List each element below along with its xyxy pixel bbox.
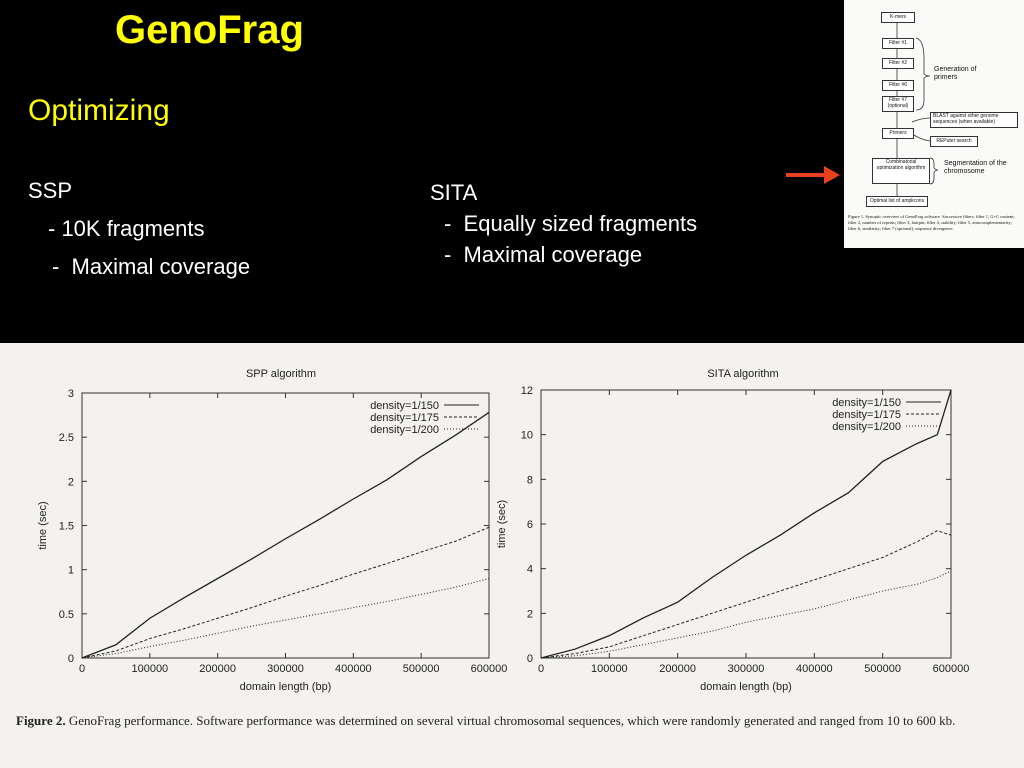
y-tick-label: 10 xyxy=(521,430,533,442)
y-tick-label: 3 xyxy=(68,388,74,400)
flow-arrow xyxy=(911,133,931,142)
x-tick-label: 400000 xyxy=(335,663,372,675)
x-axis-label: domain length (bp) xyxy=(700,681,792,693)
flowchart-figure: K-mers Filter #1 Filter #2 Filter #6 Fil… xyxy=(844,0,1024,248)
x-tick-label: 200000 xyxy=(199,663,236,675)
x-tick-label: 500000 xyxy=(403,663,440,675)
y-tick-label: 8 xyxy=(527,474,533,486)
flow-arrow xyxy=(911,117,931,123)
chart-title: SPP algorithm xyxy=(246,368,316,380)
ssp-item-2: - Maximal coverage xyxy=(52,254,251,279)
y-tick-label: 1 xyxy=(68,565,74,577)
segmentation-label: Segmentation of the chromosome xyxy=(944,160,1007,175)
result-box: Optimal list of amplicons xyxy=(866,196,928,207)
legend-label: density=1/200 xyxy=(832,421,901,433)
x-tick-label: 100000 xyxy=(131,663,168,675)
slide-subtitle: Optimizing xyxy=(28,94,170,127)
kmers-box: K-mers xyxy=(881,12,915,23)
x-tick-label: 300000 xyxy=(267,663,304,675)
legend-label: density=1/150 xyxy=(370,400,439,412)
series-line-1 xyxy=(540,389,952,659)
filter-box: Filter #2 xyxy=(882,58,914,69)
x-tick-label: 600000 xyxy=(933,663,970,675)
ssp-heading: SSP xyxy=(28,178,73,203)
figure2-caption: Figure 2. GenoFrag performance. Software… xyxy=(16,712,996,729)
sita-item-2: - Maximal coverage xyxy=(444,242,643,267)
sita-item-1: - Equally sized fragments xyxy=(444,211,698,236)
y-tick-label: 1.5 xyxy=(59,521,74,533)
y-axis-label: time (sec) xyxy=(496,500,508,548)
slide-title: GenoFrag xyxy=(115,8,304,52)
legend-label: density=1/200 xyxy=(370,424,439,436)
x-tick-label: 0 xyxy=(538,663,544,675)
series-line-2 xyxy=(540,530,952,659)
x-tick-label: 200000 xyxy=(659,663,696,675)
filter-box: Filter #7 (optional) xyxy=(882,96,914,112)
x-tick-label: 400000 xyxy=(796,663,833,675)
sita-heading: SITA xyxy=(430,180,478,205)
figure1-caption: Figure 1. Synoptic overview of GenoFrag … xyxy=(848,214,1015,231)
x-tick-label: 100000 xyxy=(591,663,628,675)
legend-label: density=1/150 xyxy=(832,397,901,409)
repeat-search-box: REPuter search xyxy=(930,136,978,147)
y-tick-label: 2.5 xyxy=(59,432,74,444)
y-tick-label: 6 xyxy=(527,519,533,531)
y-tick-label: 0.5 xyxy=(59,609,74,621)
filter-box: Filter #6 xyxy=(882,80,914,91)
series-line-2 xyxy=(81,526,490,659)
spp-chart: SPP algorithm 0 100000 200000 300000 400000 50… xyxy=(37,368,507,693)
legend-label: density=1/175 xyxy=(370,412,439,424)
chart-title: SITA algorithm xyxy=(707,368,778,380)
legend-label: density=1/175 xyxy=(832,409,901,421)
flowchart-connectors xyxy=(896,22,939,196)
series-line-3 xyxy=(81,578,490,659)
charts-svg: SPP algorithm 0 100000 200000 300000 400000 50… xyxy=(37,368,969,693)
y-axis-label: time (sec) xyxy=(37,501,49,549)
x-tick-label: 600000 xyxy=(471,663,508,675)
y-tick-label: 0 xyxy=(527,653,533,665)
primers-box: Primers xyxy=(882,128,914,139)
red-arrow-shape xyxy=(786,166,840,184)
y-tick-label: 12 xyxy=(521,385,533,397)
figure2-label: Figure 2. xyxy=(16,713,66,728)
red-arrow-icon xyxy=(786,166,840,184)
series-line-3 xyxy=(540,570,952,659)
x-tick-label: 300000 xyxy=(728,663,765,675)
generation-label: Generation of primers xyxy=(934,66,977,81)
sita-chart: SITA algorithm 0 100000 200000 300000 400000 5… xyxy=(496,368,969,693)
x-axis-label: domain length (bp) xyxy=(240,681,332,693)
figure2-panel: SPP algorithm 0 100000 200000 300000 400000 50… xyxy=(0,343,1024,768)
y-tick-label: 0 xyxy=(68,653,74,665)
y-tick-label: 4 xyxy=(527,564,533,576)
segmentation-brace xyxy=(929,157,939,185)
y-tick-label: 2 xyxy=(68,476,74,488)
y-tick-label: 2 xyxy=(527,608,533,620)
combinatorial-box: Combinatorial optimization algorithm xyxy=(872,158,930,184)
series-line-1 xyxy=(81,411,490,659)
figure2-text: GenoFrag performance. Software performan… xyxy=(65,713,956,728)
generation-brace xyxy=(915,37,931,111)
x-tick-label: 500000 xyxy=(864,663,901,675)
ssp-item-1: - 10K fragments xyxy=(48,216,205,241)
x-tick-label: 0 xyxy=(79,663,85,675)
blast-box: BLAST against other genome sequences (wh… xyxy=(930,112,1018,128)
filter-box: Filter #1 xyxy=(882,38,914,49)
